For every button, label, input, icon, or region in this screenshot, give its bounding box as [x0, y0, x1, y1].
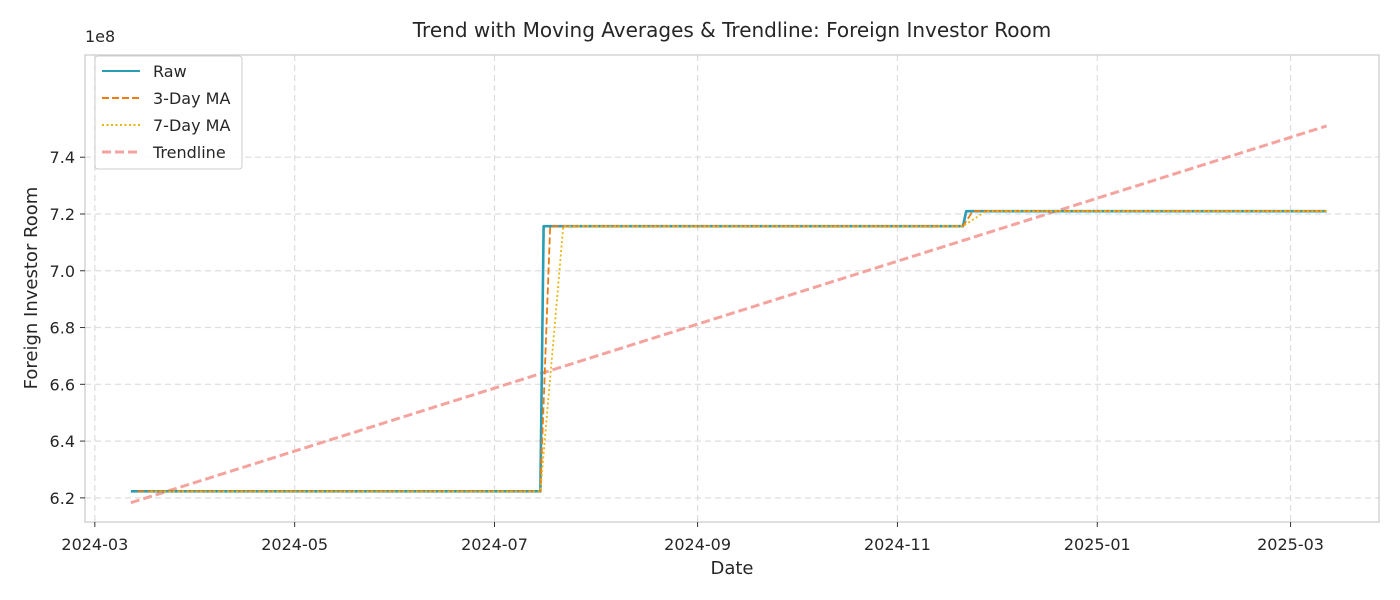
x-tick-label: 2024-11 [864, 535, 931, 554]
legend-label: Trendline [152, 143, 226, 162]
chart-title: Trend with Moving Averages & Trendline: … [412, 18, 1051, 42]
x-axis-ticks: 2024-03 2024-05 2024-07 2024-09 2024-11 2025-… [61, 522, 1324, 554]
grid [85, 55, 1379, 522]
legend: Raw 3-Day MA 7-Day MA Trendline [94, 55, 243, 170]
y-tick-label: 6.8 [50, 319, 75, 338]
legend-label: Raw [153, 62, 187, 81]
y-axis-label: Foreign Investor Room [21, 187, 42, 390]
x-tick-label: 2025-01 [1064, 535, 1131, 554]
y-tick-label: 7.2 [50, 205, 75, 224]
legend-label: 7-Day MA [153, 116, 230, 135]
plot-frame [84, 54, 1380, 523]
x-tick-label: 2024-07 [461, 535, 528, 554]
series-group [130, 124, 1328, 505]
y-axis-ticks: 6.2 6.4 6.6 6.8 7.0 7.2 7.4 [50, 148, 85, 508]
x-tick-label: 2024-09 [664, 535, 731, 554]
x-tick-label: 2024-05 [261, 535, 328, 554]
y-tick-label: 6.4 [50, 432, 75, 451]
legend-label: 3-Day MA [153, 89, 230, 108]
y-tick-label: 6.2 [50, 489, 75, 508]
x-tick-label: 2024-03 [61, 535, 128, 554]
series-line-3-day-ma [137, 210, 1327, 493]
x-axis-label: Date [710, 558, 753, 579]
y-tick-label: 7.0 [50, 262, 75, 281]
y-tick-label: 7.4 [50, 148, 75, 167]
y-tick-label: 6.6 [50, 375, 75, 394]
x-tick-label: 2025-03 [1257, 535, 1324, 554]
y-axis-exponent-label: 1e8 [85, 27, 115, 46]
legend-box [94, 55, 243, 170]
series-line-7-day-ma [150, 210, 1327, 493]
series-line-trendline [130, 124, 1328, 505]
